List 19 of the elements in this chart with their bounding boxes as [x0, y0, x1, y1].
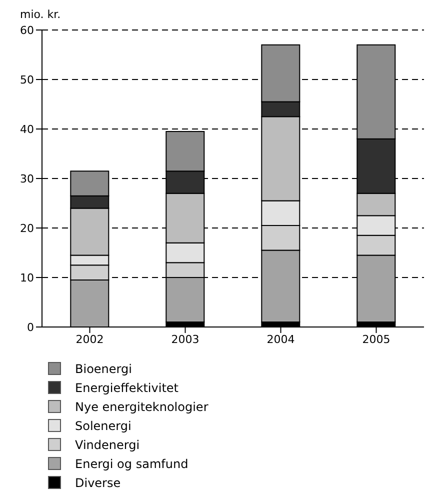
x-tick-label: 2005 [362, 332, 390, 346]
legend-label: Vindenergi [75, 438, 140, 452]
y-tick-label: 30 [20, 172, 34, 186]
legend-label: Diverse [75, 476, 121, 490]
y-axis-title: mio. kr. [19, 8, 62, 22]
legend-label: Nye energiteknologier [75, 400, 208, 414]
y-tick-label: 60 [20, 24, 34, 37]
y-tick-label: 50 [20, 73, 34, 86]
legend-label: Bioenergi [75, 362, 132, 376]
x-tick-label: 2002 [76, 332, 104, 346]
x-tick-label: 2003 [171, 332, 200, 346]
y-tick-label: 0 [27, 320, 34, 334]
x-tick-label: 2004 [266, 332, 295, 346]
y-tick-label: 10 [20, 271, 34, 284]
legend-label: Energi og samfund [75, 456, 188, 470]
legend-label: Energieffektivitet [75, 380, 178, 394]
y-tick-label: 20 [20, 222, 34, 235]
legend-label: Solenergi [75, 418, 132, 432]
y-tick-label: 40 [20, 122, 34, 136]
